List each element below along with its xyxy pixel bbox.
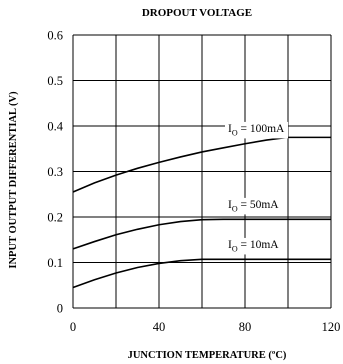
x-tick-label-0: 0 xyxy=(70,320,76,334)
y-tick-label-5: 0.5 xyxy=(47,74,63,88)
y-tick-label-3: 0.3 xyxy=(47,165,63,179)
y-axis-label: INPUT OUTPUT DIFFERENTIAL (V) xyxy=(8,91,19,269)
y-tick-label-6: 0.6 xyxy=(47,29,63,43)
series-label-bg-0 xyxy=(225,121,289,139)
y-tick-label-1: 0.1 xyxy=(47,256,63,270)
series-label-bg-2 xyxy=(225,237,283,255)
x-tick-label-2: 80 xyxy=(239,320,252,334)
series-line-1 xyxy=(72,218,331,250)
y-tick-label-2: 0.2 xyxy=(47,211,63,225)
series-line-2 xyxy=(72,258,331,289)
series-label-0: IO = 100mA xyxy=(228,123,285,138)
chart-title: DROPOUT VOLTAGE xyxy=(142,7,252,19)
grid xyxy=(72,34,332,309)
x-tick-label-1: 40 xyxy=(153,320,166,334)
series-labels: IO = 100mA IO = 50mA IO = 10mA xyxy=(225,121,289,255)
x-tick-label-3: 120 xyxy=(322,320,341,334)
x-tick-labels: 0 40 80 120 xyxy=(70,320,341,334)
x-axis-label: JUNCTION TEMPERATURE (ºC) xyxy=(128,350,287,361)
y-tick-label-4: 0.4 xyxy=(47,120,63,134)
series-label-2: IO = 10mA xyxy=(228,239,279,254)
y-tick-labels: 0 0.1 0.2 0.3 0.4 0.5 0.6 xyxy=(47,29,63,316)
series-label-bg-1 xyxy=(225,197,283,215)
y-tick-label-0: 0 xyxy=(57,302,63,316)
series-label-1: IO = 50mA xyxy=(228,199,279,214)
